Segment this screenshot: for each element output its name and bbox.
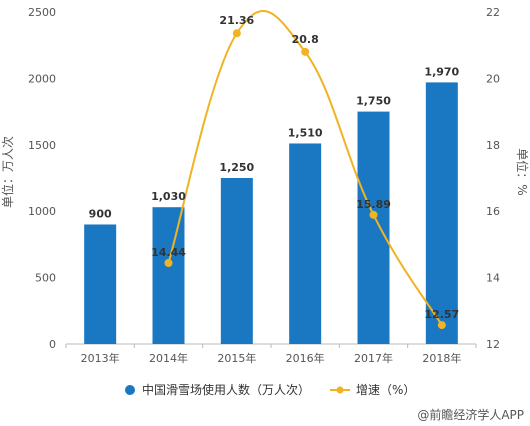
growth-value-label: 21.36 (219, 14, 254, 27)
y-tick-label: 500 (35, 272, 56, 285)
x-tick-label: 2015年 (217, 351, 256, 365)
bar-value-label: 1,970 (424, 65, 459, 78)
bar (357, 111, 390, 344)
growth-value-label: 12.57 (424, 308, 459, 321)
axes: 0 500 1000 1500 2000 2500 12 14 16 18 20 22 2013年 201… (28, 6, 500, 365)
y2-tick-label: 16 (486, 205, 500, 218)
y2-tick-label: 22 (486, 6, 500, 19)
x-tick-label: 2018年 (422, 351, 461, 365)
x-tick-label: 2016年 (286, 351, 325, 365)
legend-bar-label: 中国滑雪场使用人数（万人次） (142, 382, 310, 397)
y-tick-label: 1000 (28, 205, 56, 218)
y-tick-label: 1500 (28, 139, 56, 152)
bar (425, 82, 458, 344)
growth-value-label: 20.8 (292, 33, 319, 46)
y2-tick-label: 18 (486, 139, 500, 152)
legend-line-marker (336, 386, 344, 394)
bar-value-label: 1,510 (288, 126, 323, 139)
y2-tick-label: 20 (486, 72, 500, 85)
y2-tick-label: 12 (486, 338, 500, 351)
legend-line-label: 增速（%） (356, 383, 415, 397)
growth-point (164, 258, 173, 267)
y-axis-title: 单位：万人次 (0, 136, 15, 208)
legend-bar-swatch (125, 385, 135, 395)
bar-value-label: 1,030 (151, 190, 186, 203)
x-tick-label: 2017年 (354, 351, 393, 365)
bar (152, 207, 185, 344)
growth-point (369, 210, 378, 219)
y2-axis-title: 单位：% (515, 148, 530, 195)
y-tick-label: 2500 (28, 6, 56, 19)
y-tick-label: 2000 (28, 72, 56, 85)
y-tick-label: 0 (49, 338, 56, 351)
bar (84, 224, 117, 344)
bar-value-label: 1,750 (356, 95, 391, 108)
x-tick-label: 2013年 (81, 351, 120, 365)
growth-value-label: 14.44 (151, 246, 186, 259)
bar-value-label: 1,250 (219, 161, 254, 174)
growth-point (301, 47, 310, 56)
growth-point (437, 321, 446, 330)
bar (220, 178, 253, 344)
legend: 中国滑雪场使用人数（万人次） 增速（%） (125, 382, 415, 397)
x-tick-label: 2014年 (149, 351, 188, 365)
bar (289, 143, 322, 344)
data-labels: 900 1,030 1,250 1,510 1,750 1,970 14.44 21.36 20… (89, 14, 460, 321)
bar-value-label: 900 (89, 207, 112, 220)
bars (84, 82, 458, 344)
growth-value-label: 15.89 (356, 198, 391, 211)
growth-point (232, 29, 241, 38)
watermark-text: @前瞻经济学人APP (417, 407, 524, 422)
y2-tick-label: 14 (486, 272, 500, 285)
growth-line (164, 10, 446, 330)
